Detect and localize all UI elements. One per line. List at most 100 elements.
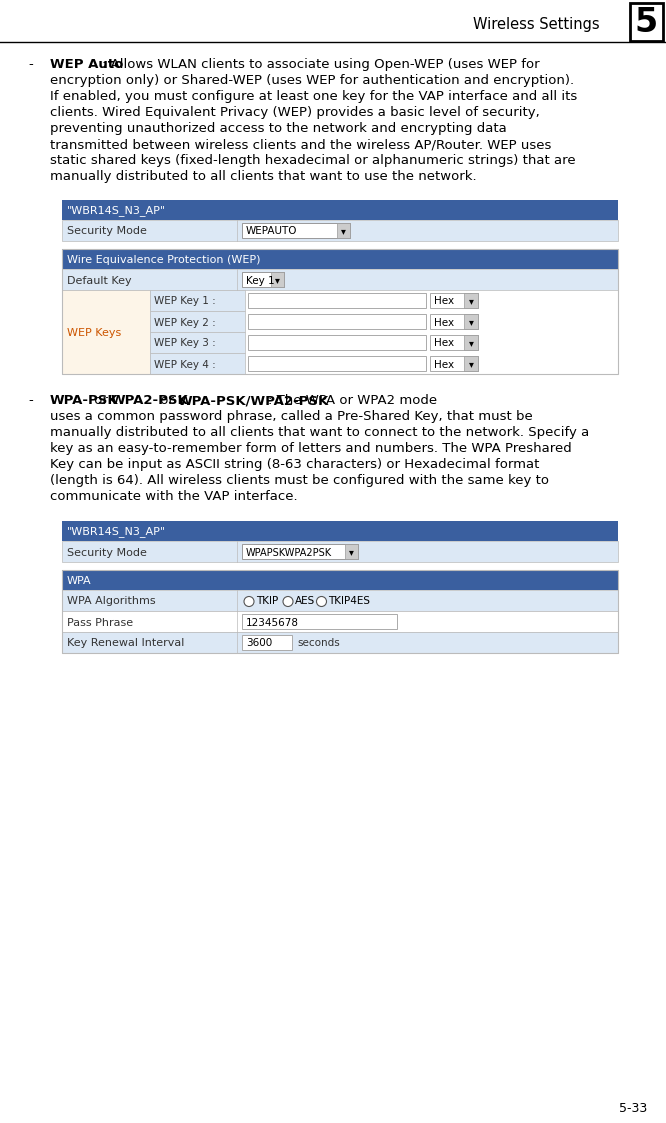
Text: manually distributed to all clients that want to use the network.: manually distributed to all clients that… [50, 170, 477, 183]
Bar [62, 200, 618, 220]
Text: 5: 5 [635, 7, 658, 39]
Text: ▾: ▾ [469, 359, 474, 369]
Bar [62, 541, 618, 562]
Bar [62, 249, 618, 270]
Bar [248, 314, 426, 329]
Text: Wire Equivalence Protection (WEP): Wire Equivalence Protection (WEP) [67, 255, 260, 265]
Bar [62, 521, 618, 541]
Bar [242, 614, 397, 629]
Text: Key Renewal Interval: Key Renewal Interval [67, 639, 184, 648]
Text: WEPAUTO: WEPAUTO [246, 227, 298, 237]
Text: "WBR14S_N3_AP": "WBR14S_N3_AP" [67, 206, 166, 217]
Text: ▾: ▾ [349, 548, 354, 557]
Bar [242, 634, 292, 650]
Bar [242, 223, 350, 238]
Text: WEP Key 2 :: WEP Key 2 : [154, 318, 216, 328]
Bar [430, 314, 478, 329]
Text: seconds: seconds [297, 639, 340, 648]
Bar [345, 544, 358, 559]
Text: static shared keys (fixed-length hexadecimal or alphanumeric strings) that are: static shared keys (fixed-length hexadec… [50, 154, 575, 167]
Circle shape [283, 596, 293, 606]
Bar [430, 356, 478, 371]
Bar [62, 611, 618, 632]
Text: ▾: ▾ [341, 227, 346, 237]
Circle shape [244, 596, 254, 606]
Text: communicate with the VAP interface.: communicate with the VAP interface. [50, 490, 298, 503]
Bar [464, 356, 478, 371]
Text: transmitted between wireless clients and the wireless AP/Router. WEP uses: transmitted between wireless clients and… [50, 138, 551, 150]
Bar [337, 223, 350, 238]
Bar [271, 272, 284, 287]
Text: Hex: Hex [434, 296, 454, 307]
Text: or: or [157, 394, 178, 407]
Bar [150, 332, 245, 353]
Bar [464, 314, 478, 329]
Bar [62, 290, 150, 374]
Text: key as an easy-to-remember form of letters and numbers. The WPA Preshared: key as an easy-to-remember form of lette… [50, 442, 571, 455]
Text: Security Mode: Security Mode [67, 548, 147, 557]
Text: WPA2-PSK: WPA2-PSK [111, 394, 188, 407]
Bar [430, 335, 478, 350]
Bar [248, 356, 426, 371]
Bar [150, 311, 245, 332]
Text: WEP Auto: WEP Auto [50, 58, 123, 71]
Bar [248, 335, 426, 350]
Text: WEP Key 3 :: WEP Key 3 : [154, 338, 216, 348]
Text: clients. Wired Equivalent Privacy (WEP) provides a basic level of security,: clients. Wired Equivalent Privacy (WEP) … [50, 106, 539, 119]
Text: 5-33: 5-33 [619, 1102, 647, 1114]
Text: Hex: Hex [434, 318, 454, 328]
Bar [62, 220, 618, 241]
Text: -: - [28, 58, 33, 71]
Text: If enabled, you must configure at least one key for the VAP interface and all it: If enabled, you must configure at least … [50, 90, 577, 103]
Text: encryption only) or Shared-WEP (uses WEP for authentication and encryption).: encryption only) or Shared-WEP (uses WEP… [50, 74, 574, 86]
Text: TKIP4ES: TKIP4ES [328, 596, 370, 606]
Bar [464, 293, 478, 308]
Text: TKIP: TKIP [256, 596, 278, 606]
Text: WPA-PSK: WPA-PSK [50, 394, 119, 407]
Text: -: - [28, 394, 33, 407]
Bar [62, 632, 618, 652]
Bar [248, 293, 426, 308]
Text: Pass Phrase: Pass Phrase [67, 618, 133, 628]
Text: 3600: 3600 [246, 639, 272, 648]
Text: Security Mode: Security Mode [67, 227, 147, 237]
Text: preventing unauthorized access to the network and encrypting data: preventing unauthorized access to the ne… [50, 122, 507, 135]
Text: ▾: ▾ [275, 275, 280, 285]
Bar [62, 249, 618, 374]
Text: WEP Keys: WEP Keys [67, 328, 121, 338]
Text: 12345678: 12345678 [246, 618, 299, 628]
Text: Hex: Hex [434, 338, 454, 348]
Text: WPAPSKWPA2PSK: WPAPSKWPA2PSK [246, 548, 332, 557]
Bar [150, 290, 245, 311]
Text: Hex: Hex [434, 359, 454, 369]
Circle shape [316, 596, 326, 606]
Text: WPA Algorithms: WPA Algorithms [67, 596, 156, 606]
Text: WEP Key 1 :: WEP Key 1 : [154, 296, 216, 307]
Text: WPA-PSK/WPA2-PSK: WPA-PSK/WPA2-PSK [177, 394, 328, 407]
Text: : Allows WLAN clients to associate using Open-WEP (uses WEP for: : Allows WLAN clients to associate using… [102, 58, 539, 71]
Text: AES: AES [295, 596, 315, 606]
Text: : The WPA or WPA2 mode: : The WPA or WPA2 mode [268, 394, 438, 407]
Text: ▾: ▾ [469, 318, 474, 328]
Text: ▾: ▾ [469, 338, 474, 348]
Text: Key can be input as ASCII string (8-63 characters) or Hexadecimal format: Key can be input as ASCII string (8-63 c… [50, 458, 539, 471]
Bar [242, 544, 358, 559]
Bar [62, 570, 618, 590]
Text: (length is 64). All wireless clients must be configured with the same key to: (length is 64). All wireless clients mus… [50, 474, 549, 487]
Text: or: or [90, 394, 112, 407]
Bar [430, 293, 478, 308]
Bar [62, 270, 618, 290]
Bar [62, 570, 618, 652]
Bar [464, 335, 478, 350]
Text: Wireless Settings: Wireless Settings [474, 17, 600, 31]
Text: manually distributed to all clients that want to connect to the network. Specify: manually distributed to all clients that… [50, 426, 589, 439]
Text: "WBR14S_N3_AP": "WBR14S_N3_AP" [67, 527, 166, 538]
Bar [242, 272, 284, 287]
Bar [150, 353, 245, 374]
Text: Default Key: Default Key [67, 275, 132, 285]
Text: Key 1: Key 1 [246, 275, 274, 285]
Text: WEP Key 4 :: WEP Key 4 : [154, 359, 216, 369]
Bar [62, 590, 618, 611]
Bar [630, 3, 663, 42]
Text: uses a common password phrase, called a Pre-Shared Key, that must be: uses a common password phrase, called a … [50, 410, 533, 423]
